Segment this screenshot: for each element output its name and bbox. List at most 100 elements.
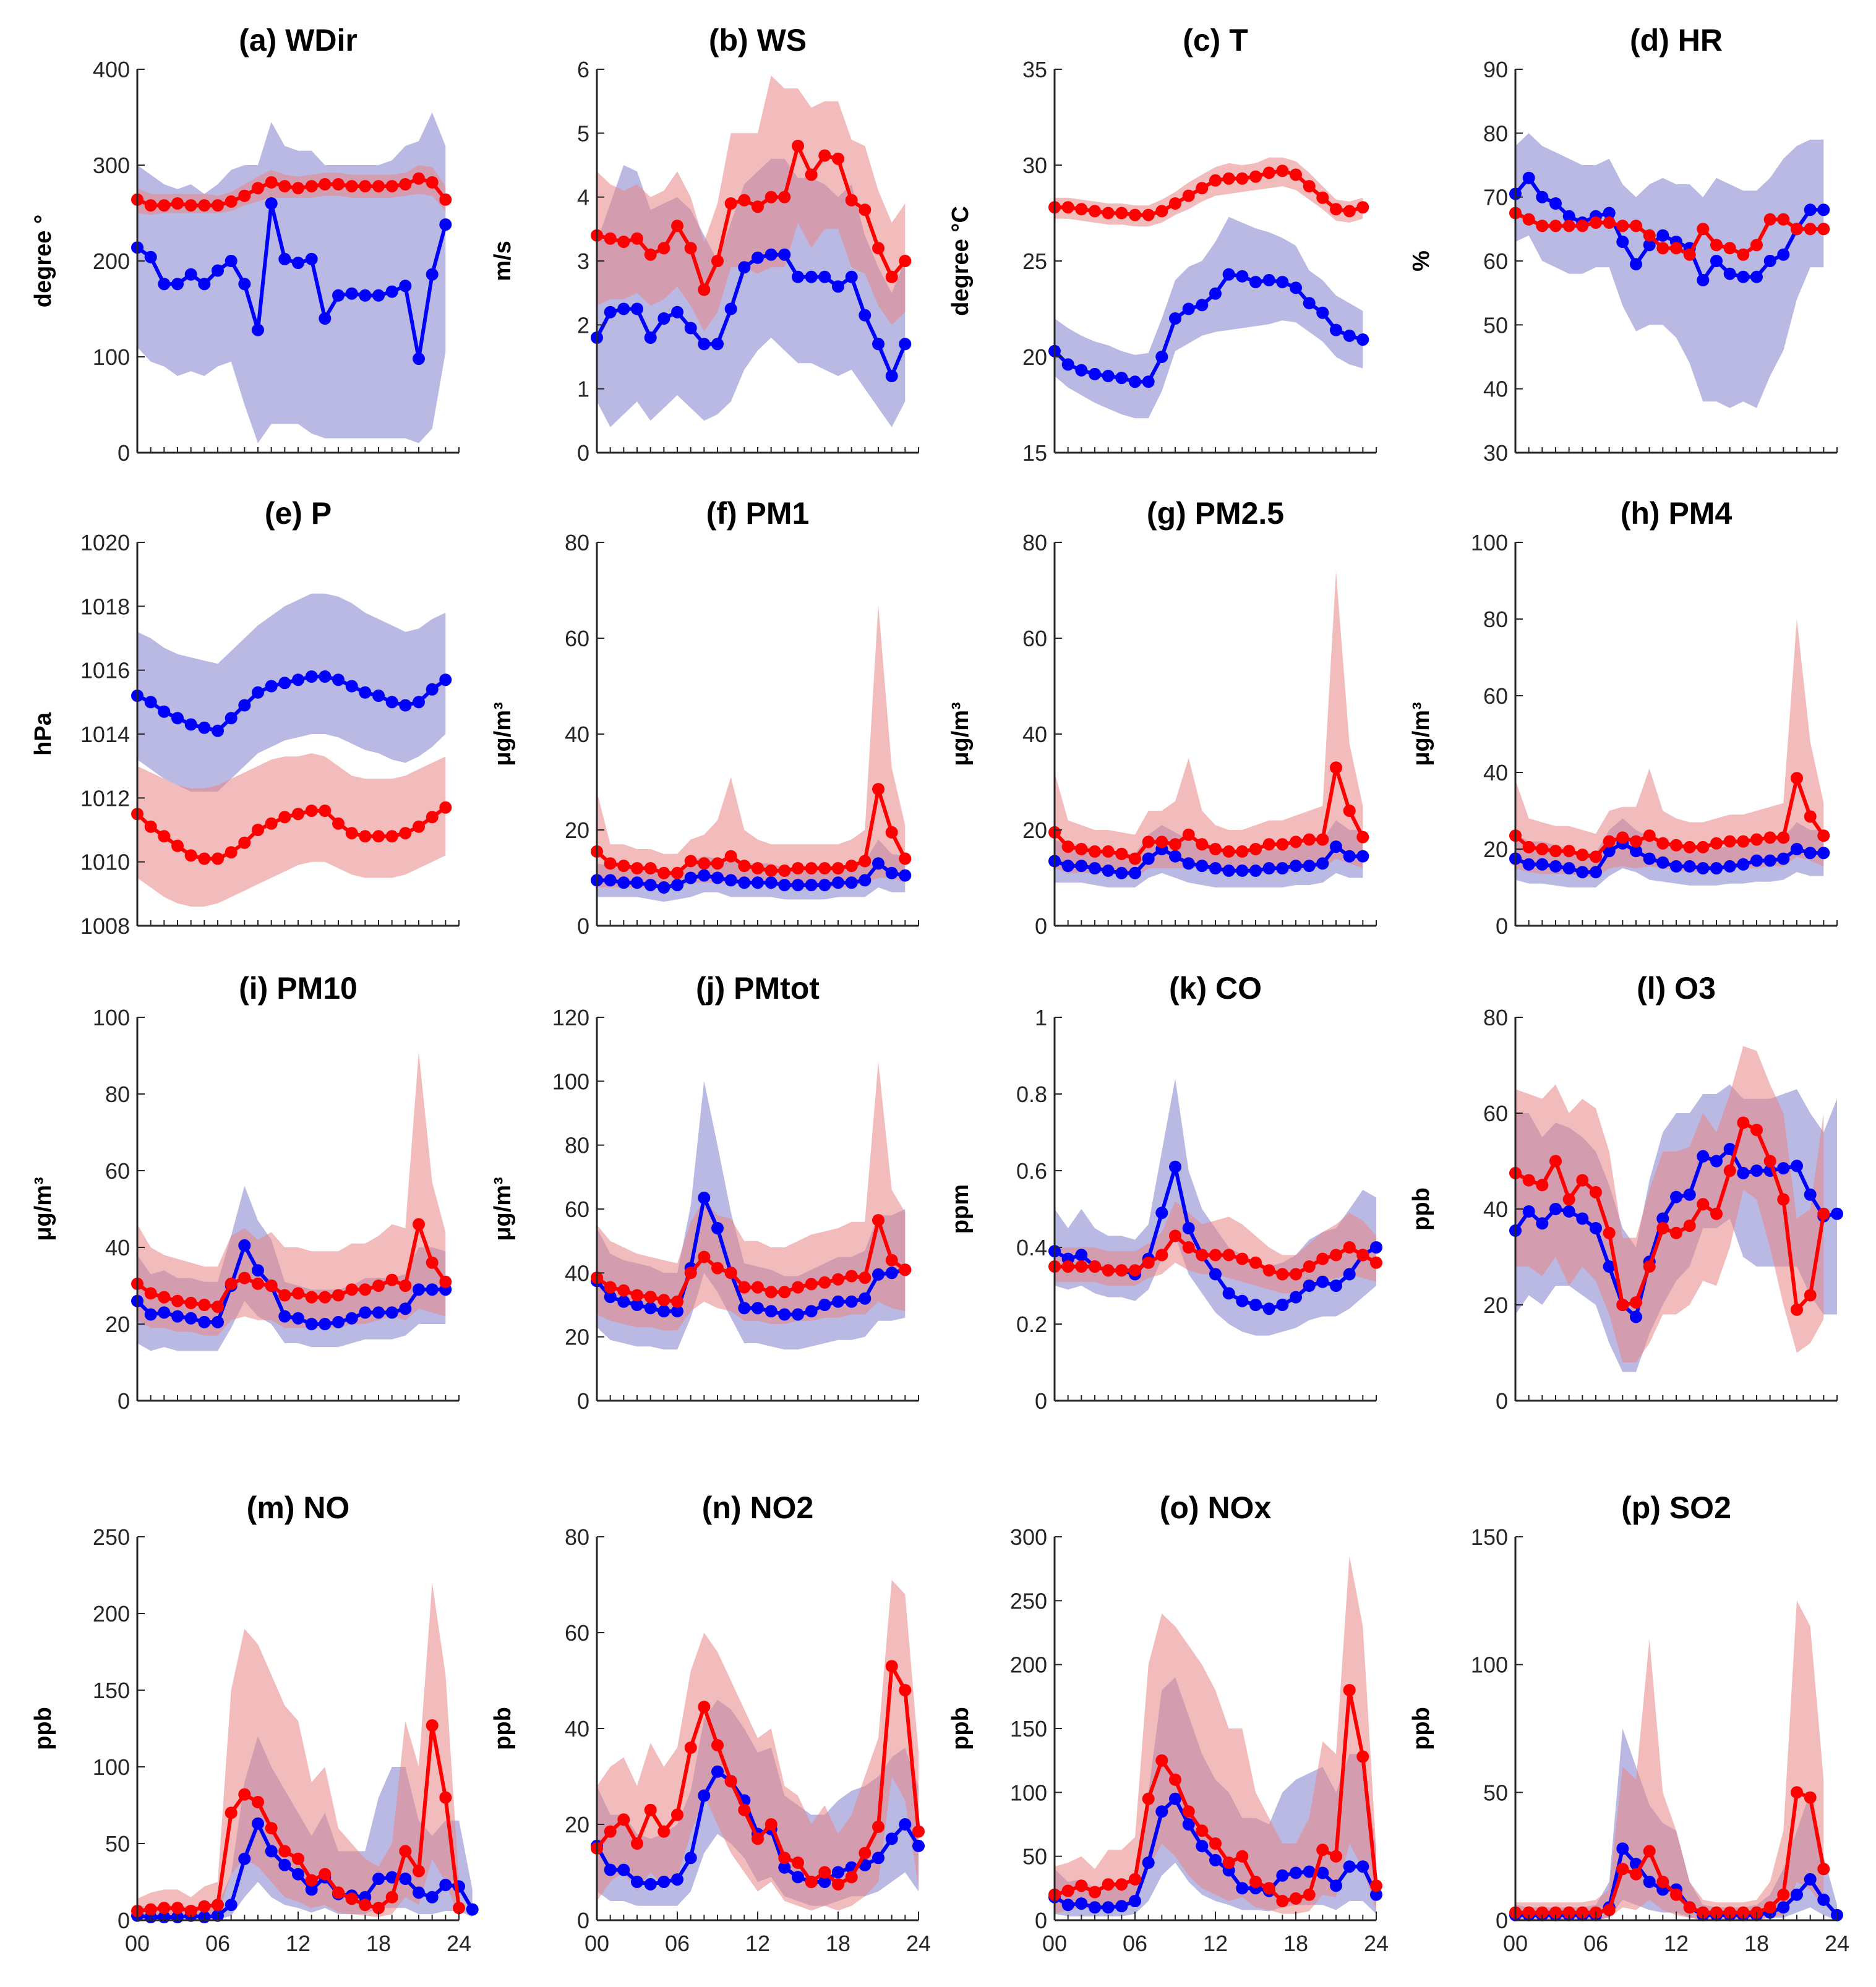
panel-f-pm1: 0 20 40 60 80 (f) PM1 μg/m³ xyxy=(490,496,919,939)
panel-title-o-nox: (o) NOx xyxy=(1160,1490,1272,1525)
band-red-p-so2 xyxy=(1515,1600,1824,1920)
point-blue-b-ws xyxy=(738,261,751,274)
point-red-g-pm2-5 xyxy=(1236,845,1249,858)
point-red-p-so2 xyxy=(1670,1888,1682,1901)
point-blue-g-pm2-5 xyxy=(1343,850,1356,863)
point-red-l-o3 xyxy=(1697,1198,1710,1211)
point-blue-l-o3 xyxy=(1670,1190,1682,1203)
point-red-n-no2 xyxy=(657,1825,670,1838)
point-blue-d-hr xyxy=(1562,210,1575,223)
point-red-m-no xyxy=(305,1874,318,1887)
point-blue-b-ws xyxy=(792,270,804,283)
point-blue-h-pm4 xyxy=(1723,860,1736,873)
point-blue-c-t xyxy=(1129,375,1141,388)
y-tick-label: 40 xyxy=(565,1716,589,1741)
point-red-p-so2 xyxy=(1522,1906,1535,1919)
point-red-f-pm1 xyxy=(832,862,844,874)
point-red-h-pm4 xyxy=(1697,840,1710,853)
point-red-h-pm4 xyxy=(1683,840,1696,853)
point-blue-e-p xyxy=(372,690,385,702)
point-red-a-wdir xyxy=(332,178,345,190)
panel-title-e-p: (e) P xyxy=(265,496,332,531)
point-blue-b-ws xyxy=(818,270,831,283)
point-blue-m-no xyxy=(372,1873,385,1885)
point-red-p-so2 xyxy=(1656,1876,1669,1888)
point-blue-k-co xyxy=(1249,1299,1262,1311)
panel-l-o3: 0 20 40 60 80 (l) O3 ppb xyxy=(1408,971,1843,1414)
point-red-o-nox xyxy=(1356,1750,1369,1763)
point-blue-c-t xyxy=(1330,323,1342,336)
point-blue-b-ws xyxy=(657,312,670,325)
point-blue-n-no2 xyxy=(684,1852,697,1865)
point-red-e-p xyxy=(319,805,332,817)
point-red-i-pm10 xyxy=(184,1296,197,1309)
point-red-h-pm4 xyxy=(1737,835,1750,848)
point-red-l-o3 xyxy=(1723,1164,1736,1177)
point-blue-i-pm10 xyxy=(252,1264,264,1277)
y-tick-label: 0 xyxy=(1496,913,1508,939)
point-red-o-nox xyxy=(1303,1888,1316,1901)
point-red-h-pm4 xyxy=(1522,840,1535,853)
point-red-g-pm2-5 xyxy=(1356,831,1369,844)
point-blue-d-hr xyxy=(1750,270,1763,283)
y-tick-label: 0 xyxy=(577,1388,589,1414)
point-red-o-nox xyxy=(1262,1882,1275,1895)
point-red-f-pm1 xyxy=(724,850,737,863)
point-red-f-pm1 xyxy=(792,862,804,874)
point-red-o-nox xyxy=(1196,1824,1209,1837)
y-tick-label: 80 xyxy=(565,530,589,555)
point-red-d-hr xyxy=(1603,216,1616,229)
point-red-p-so2 xyxy=(1683,1901,1696,1914)
y-tick-label: 80 xyxy=(105,1082,130,1107)
point-red-c-t xyxy=(1303,180,1316,193)
point-blue-f-pm1 xyxy=(752,876,764,889)
point-red-l-o3 xyxy=(1777,1193,1790,1206)
point-red-a-wdir xyxy=(439,193,452,206)
y-tick-label: 20 xyxy=(105,1312,130,1337)
point-red-b-ws xyxy=(671,220,683,233)
point-blue-f-pm1 xyxy=(738,876,751,889)
point-red-k-co xyxy=(1182,1241,1195,1254)
point-red-m-no xyxy=(359,1899,372,1912)
point-red-n-no2 xyxy=(671,1808,683,1821)
point-red-c-t xyxy=(1330,203,1342,216)
point-blue-n-no2 xyxy=(778,1861,791,1874)
point-red-o-nox xyxy=(1102,1878,1115,1891)
band-blue-e-p xyxy=(137,593,446,792)
point-red-m-no xyxy=(413,1865,425,1878)
x-tick-label: 00 xyxy=(585,1931,609,1956)
point-blue-e-p xyxy=(252,686,264,699)
y-tick-label: 0.8 xyxy=(1016,1082,1047,1107)
y-tick-label: 0.6 xyxy=(1016,1158,1047,1184)
x-tick-label: 06 xyxy=(205,1931,230,1956)
y-tick-label: 20 xyxy=(565,1812,589,1837)
point-red-k-co xyxy=(1370,1256,1382,1269)
point-blue-b-ws xyxy=(617,302,630,315)
point-red-d-hr xyxy=(1710,239,1723,252)
point-blue-p-so2 xyxy=(1791,1888,1803,1901)
point-red-o-nox xyxy=(1169,1773,1181,1786)
point-blue-j-pmtot xyxy=(644,1302,657,1315)
y-tick-label: 60 xyxy=(1483,249,1508,274)
point-blue-a-wdir xyxy=(413,353,425,365)
point-red-i-pm10 xyxy=(439,1275,452,1288)
point-blue-h-pm4 xyxy=(1536,858,1549,871)
point-red-a-wdir xyxy=(144,199,157,212)
point-red-e-p xyxy=(292,808,304,821)
panel-title-n-no2: (n) NO2 xyxy=(702,1490,814,1525)
point-red-o-nox xyxy=(1061,1884,1074,1897)
point-blue-n-no2 xyxy=(644,1878,657,1891)
point-red-d-hr xyxy=(1670,242,1682,255)
point-red-m-no xyxy=(238,1788,251,1801)
point-red-m-no xyxy=(332,1886,345,1899)
point-red-d-hr xyxy=(1536,220,1549,233)
point-blue-c-t xyxy=(1343,329,1356,342)
point-blue-a-wdir xyxy=(292,257,304,270)
point-red-l-o3 xyxy=(1522,1174,1535,1187)
y-tick-label: 40 xyxy=(1022,722,1047,747)
y-tick-label: 0 xyxy=(577,440,589,466)
point-red-c-t xyxy=(1169,197,1181,210)
point-blue-b-ws xyxy=(671,306,683,318)
point-blue-j-pmtot xyxy=(792,1308,804,1321)
point-red-b-ws xyxy=(644,248,657,261)
